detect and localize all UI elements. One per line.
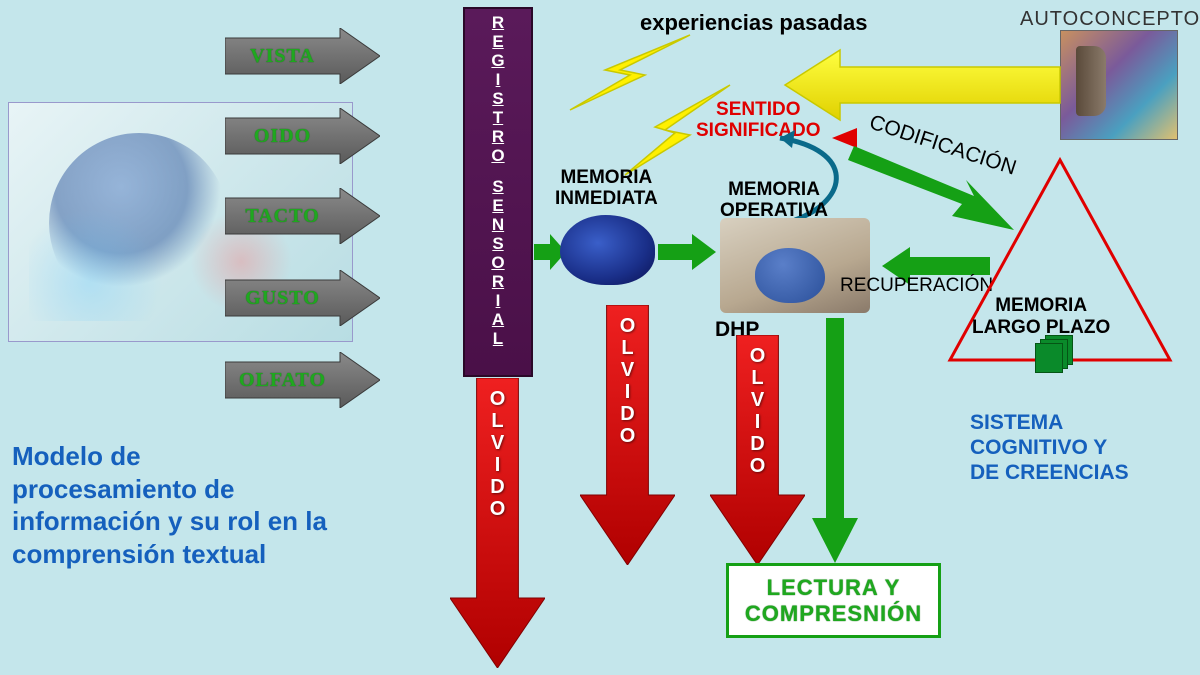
documents-stack-icon: [1035, 335, 1075, 373]
mlp-l1: MEMORIA: [972, 295, 1110, 317]
label-memoria-largo-plazo: MEMORIA LARGO PLAZO: [972, 295, 1110, 339]
label-autoconcepto: AUTOCONCEPTO: [1020, 8, 1200, 31]
sense-label-vista: VISTA: [225, 28, 340, 84]
autoconcepto-image: [1060, 30, 1178, 140]
label-experiencias: experiencias pasadas: [640, 10, 867, 36]
sentido-line1: SENTIDO: [696, 100, 821, 121]
label-memoria-inmediata: MEMORIA INMEDIATA: [555, 168, 658, 210]
sense-label-gusto: GUSTO: [225, 270, 340, 326]
green-arrow-inm-to-op: [658, 232, 716, 272]
sense-arrow-tacto: TACTO: [225, 188, 380, 244]
olvido-arrow-3: OLVIDO: [710, 335, 805, 565]
lectura-comprension-box: LECTURA YCOMPRESNIÓN: [726, 563, 941, 638]
sist-l2: COGNITIVO Y: [970, 435, 1129, 460]
sist-l1: SISTEMA: [970, 410, 1129, 435]
olvido-arrow-1: OLVIDO: [450, 378, 545, 668]
olvido-text-3: OLVIDO: [710, 345, 805, 477]
registro-sensorial-bar: REGISTROSENSORIAL: [463, 7, 533, 377]
sense-label-olfato: OLFATO: [225, 352, 340, 408]
sense-label-tacto: TACTO: [225, 188, 340, 244]
sense-arrow-olfato: OLFATO: [225, 352, 380, 408]
olvido-text-2: OLVIDO: [580, 315, 675, 447]
mi-l1: MEMORIA: [555, 168, 658, 189]
brain-image-inmediata: [560, 215, 655, 285]
lectura-text: LECTURA YCOMPRESNIÓN: [745, 575, 922, 627]
mo-l1: MEMORIA: [720, 180, 828, 201]
sense-arrow-vista: VISTA: [225, 28, 380, 84]
sense-arrow-gusto: GUSTO: [225, 270, 380, 326]
brain-image-operativa: [720, 218, 870, 313]
olvido-arrow-2: OLVIDO: [580, 305, 675, 565]
label-sistema-cognitivo: SISTEMA COGNITIVO Y DE CREENCIAS: [970, 410, 1129, 486]
olvido-text-1: OLVIDO: [450, 388, 545, 520]
yellow-arrow-long: [785, 45, 1060, 125]
label-memoria-operativa: MEMORIA OPERATIVA: [720, 180, 828, 222]
sense-arrow-oido: OIDO: [225, 108, 380, 164]
sist-l3: DE CREENCIAS: [970, 460, 1129, 485]
mi-l2: INMEDIATA: [555, 189, 658, 210]
green-arrow-op-to-lectura: [812, 318, 858, 563]
diagram-title: Modelo de procesamiento de información y…: [12, 440, 332, 570]
sense-label-oido: OIDO: [225, 108, 340, 164]
